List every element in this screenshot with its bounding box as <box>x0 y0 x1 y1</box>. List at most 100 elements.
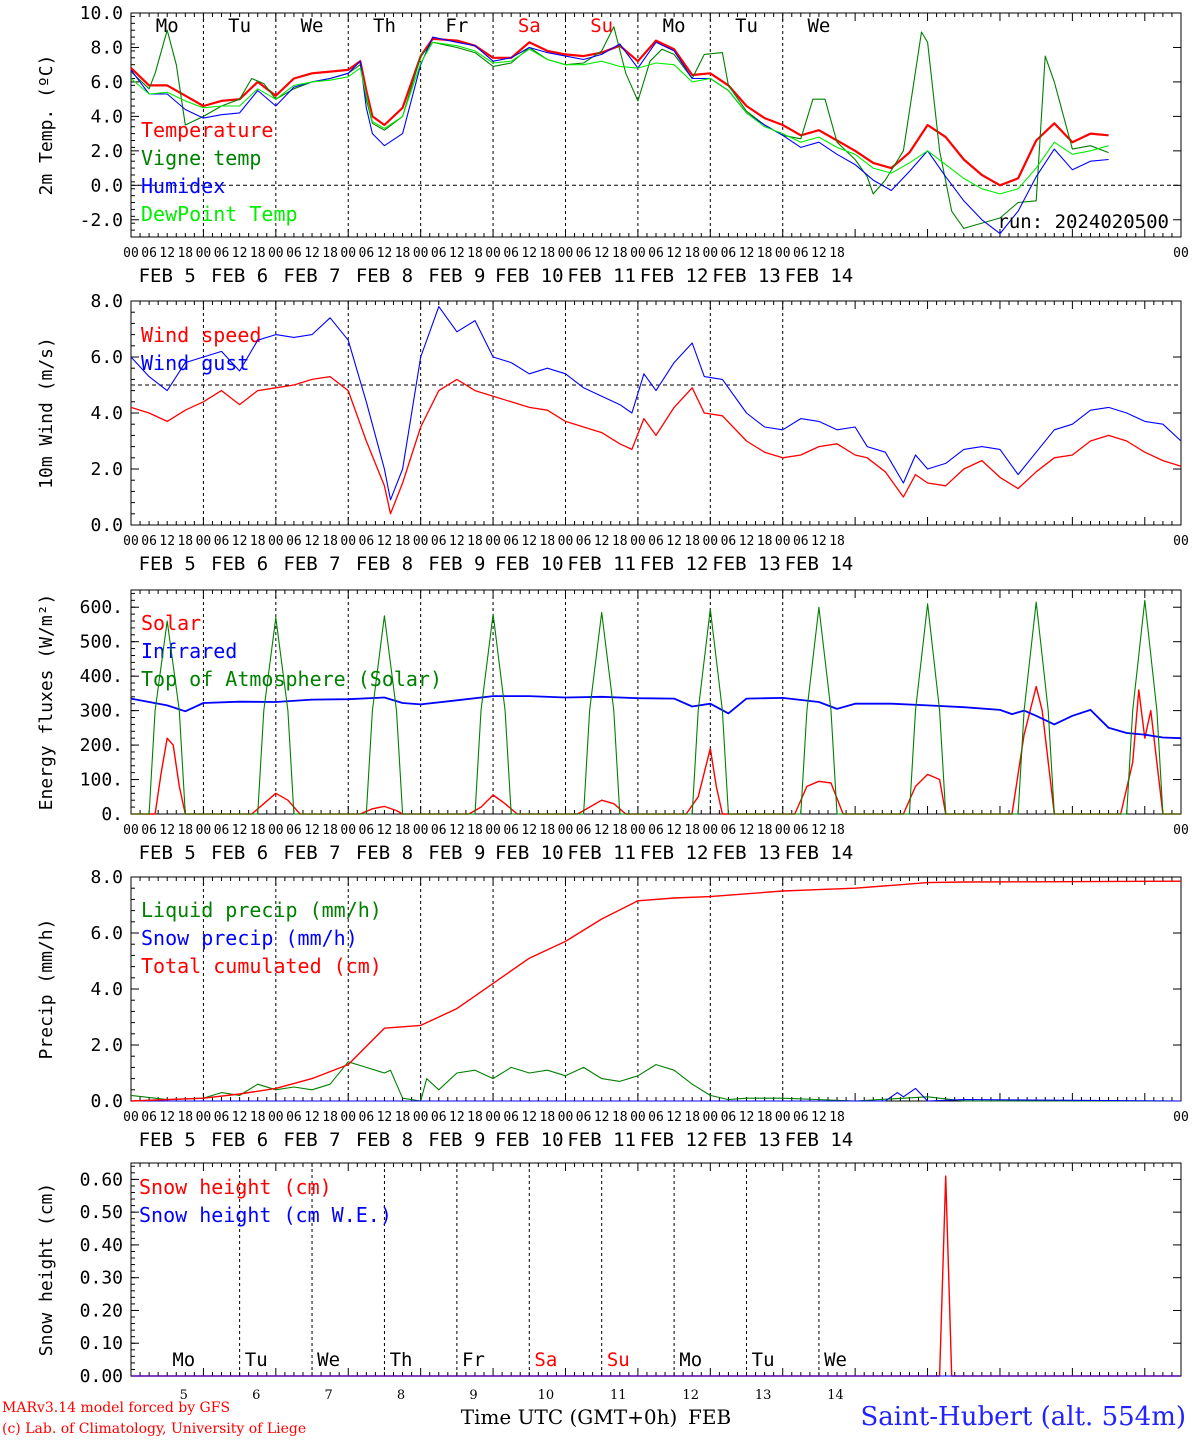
bottom-day-number: 13 <box>755 1388 772 1403</box>
panel-2-series-1 <box>130 375 1182 515</box>
panel-4-hour-label: 12 <box>159 1110 175 1125</box>
bottom-day-name: Th <box>390 1349 413 1371</box>
panel-3-series-3 <box>131 599 1181 815</box>
panel-1-legend-4: DewPoint Temp <box>141 202 298 226</box>
panel-1-date-label: FEB 14 <box>785 265 854 287</box>
x-axis-label: Time UTC (GMT+0h) <box>461 1405 678 1429</box>
panel-1-legend-3: Humidex <box>141 174 225 198</box>
panel-3-hour-label: 06 <box>793 823 809 838</box>
panel-4-ytick-label: 6.0 <box>90 923 123 944</box>
panel-1-date-label: FEB 12 <box>640 265 709 287</box>
panel-1-hour-label: 12 <box>377 246 393 261</box>
panel-3-hour-label: 00 <box>630 823 646 838</box>
panel-5-ytick-label: 0.30 <box>80 1268 123 1289</box>
panel-2-date-label: FEB 14 <box>785 553 854 575</box>
panel-1-ytick-label: 4.0 <box>90 106 123 127</box>
panel-3-hour-label: 00 <box>123 823 139 838</box>
panel-4-hour-label: 00 <box>630 1110 646 1125</box>
panel-1-hour-label: 18 <box>322 246 338 261</box>
panel-3-hour-label: 06 <box>431 823 447 838</box>
panel-4-hour-label: 12 <box>594 1110 610 1125</box>
panel-4-hour-label: 18 <box>757 1110 773 1125</box>
panel-5-legend-2: Snow height (cm W.E.) <box>139 1203 392 1227</box>
panel-2-hour-label: 06 <box>648 534 664 549</box>
panel-3-hour-label: 12 <box>377 823 393 838</box>
panel-1-date-label: FEB 10 <box>495 265 564 287</box>
bottom-day-number: 5 <box>180 1388 188 1403</box>
panel-4-hour-label: 00 <box>413 1110 429 1125</box>
panel-4-date-label: FEB 14 <box>785 1129 854 1151</box>
panel-2-ytick-label: 2.0 <box>90 459 123 480</box>
panel-2-hour-label: 12 <box>449 534 465 549</box>
panel-3-date-label: FEB 5 <box>139 842 196 864</box>
panel-2-hour-label: 18 <box>322 534 338 549</box>
bottom-day-number: 11 <box>610 1388 627 1403</box>
panel-3-hour-label: 18 <box>177 823 193 838</box>
panel-2-hour-label: 18 <box>395 534 411 549</box>
panel-1-date-label: FEB 7 <box>283 265 340 287</box>
panel-4-hour-label: 18 <box>612 1110 628 1125</box>
panel-3-hour-label: 06 <box>503 823 519 838</box>
panel-3-hour-label: 12 <box>739 823 755 838</box>
panel-2-hour-label: 00 <box>268 534 284 549</box>
panel-3-hour-label: 06 <box>648 823 664 838</box>
panel-2-hour-label: 18 <box>757 534 773 549</box>
panel-1-hour-label: 12 <box>304 246 320 261</box>
panel-2-date-label: FEB 5 <box>139 553 196 575</box>
panel-3-hour-label: 12 <box>521 823 537 838</box>
panel-2-date-label: FEB 6 <box>211 553 268 575</box>
panel-4-hour-label: 06 <box>793 1110 809 1125</box>
panel-1-hour-label: 12 <box>811 246 827 261</box>
panel-3-hour-label: 18 <box>322 823 338 838</box>
panel-4-hour-label: 06 <box>141 1110 157 1125</box>
panel-2-hour-label: 06 <box>214 534 230 549</box>
panel-1-hour-label: 00 <box>775 246 791 261</box>
panel-2-hour-label: 00 <box>123 534 139 549</box>
panel-1-hour-label: 12 <box>449 246 465 261</box>
panel-1-hour-label: 18 <box>467 246 483 261</box>
x-axis-month: FEB <box>688 1405 731 1429</box>
panel-4-hour-label: 00 <box>196 1110 212 1125</box>
panel-3-date-label: FEB 13 <box>712 842 781 864</box>
panel-1-ylabel: 2m Temp. (ºC) <box>36 55 57 196</box>
panel-1-hour-label: 00 <box>268 246 284 261</box>
panel-2-date-label: FEB 13 <box>712 553 781 575</box>
panel-4-hour-label: 06 <box>721 1110 737 1125</box>
panel-2-hour-label: 00 <box>702 534 718 549</box>
panel-2-hour-label: 00 <box>196 534 212 549</box>
panel-3-hour-label: 18 <box>757 823 773 838</box>
panel-3-date-label: FEB 8 <box>356 842 413 864</box>
panel-2-hour-label: 12 <box>666 534 682 549</box>
panel-3-hour-label: 06 <box>359 823 375 838</box>
panel-2-hour-label: 12 <box>377 534 393 549</box>
panel-1-hour-label: 06 <box>503 246 519 261</box>
panel-1-hour-label: 06 <box>793 246 809 261</box>
panel-3-hour-label: 18 <box>684 823 700 838</box>
panel-4-hour-label: 12 <box>521 1110 537 1125</box>
panel-4-hour-label: 00 <box>340 1110 356 1125</box>
panel-4-hour-label: 18 <box>684 1110 700 1125</box>
panel-4-date-label: FEB 8 <box>356 1129 413 1151</box>
panel-4-hour-label: 06 <box>359 1110 375 1125</box>
panel-3-hour-label: 00 <box>775 823 791 838</box>
panel-3-ytick-label: 0. <box>101 804 123 825</box>
panel-1-date-label: FEB 13 <box>712 265 781 287</box>
panel-1-series-3 <box>130 36 1109 235</box>
panel-3-hour-label: 12 <box>232 823 248 838</box>
panel-1-ytick-label: 10.0 <box>80 3 123 24</box>
panel-2-hour-label: 12 <box>304 534 320 549</box>
bottom-day-number: 12 <box>682 1388 699 1403</box>
panel-4-hour-label: 12 <box>811 1110 827 1125</box>
panel-2-hour-label: 12 <box>811 534 827 549</box>
panel-1-day-name: Mo <box>156 15 179 37</box>
panel-1-hour-label: 00 <box>413 246 429 261</box>
panel-1-legend-1: Temperature <box>141 118 273 142</box>
panel-4-ytick-label: 2.0 <box>90 1035 123 1056</box>
panel-3-date-label: FEB 10 <box>495 842 564 864</box>
panel-2-hour-label: 12 <box>521 534 537 549</box>
panel-5-ylabel: Snow height (cm) <box>36 1183 57 1356</box>
panel-1-day-name: Sa <box>518 15 541 37</box>
panel-2-ytick-label: 0.0 <box>90 515 123 536</box>
panel-3-date-label: FEB 11 <box>567 842 636 864</box>
panel-3-hour-label: 00 <box>340 823 356 838</box>
